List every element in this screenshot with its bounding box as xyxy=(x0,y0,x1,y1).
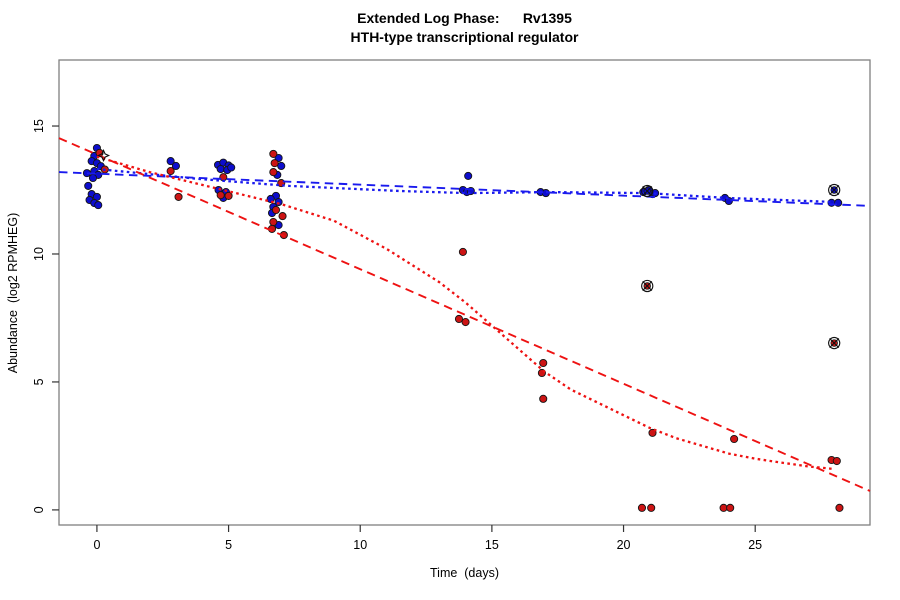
svg-text:0: 0 xyxy=(93,538,100,552)
svg-text:10: 10 xyxy=(32,247,46,261)
svg-text:20: 20 xyxy=(617,538,631,552)
axis-ticks: 0 5 10 15 20 25 0 5 10 15 xyxy=(32,119,762,552)
svg-text:15: 15 xyxy=(485,538,499,552)
svg-text:10: 10 xyxy=(353,538,367,552)
svg-text:5: 5 xyxy=(32,378,46,385)
svg-text:5: 5 xyxy=(225,538,232,552)
flagged-markers xyxy=(96,148,841,350)
data-points xyxy=(82,143,844,512)
svg-text:25: 25 xyxy=(748,538,762,552)
fit-lines xyxy=(58,137,871,492)
plot-box xyxy=(58,59,871,526)
chart-title: Extended Log Phase: Rv1395 xyxy=(357,10,572,26)
svg-text:15: 15 xyxy=(32,119,46,133)
svg-text:0: 0 xyxy=(32,506,46,513)
x-axis-label: Time (days) xyxy=(430,566,499,580)
chart-subtitle: HTH-type transcriptional regulator xyxy=(350,29,579,45)
